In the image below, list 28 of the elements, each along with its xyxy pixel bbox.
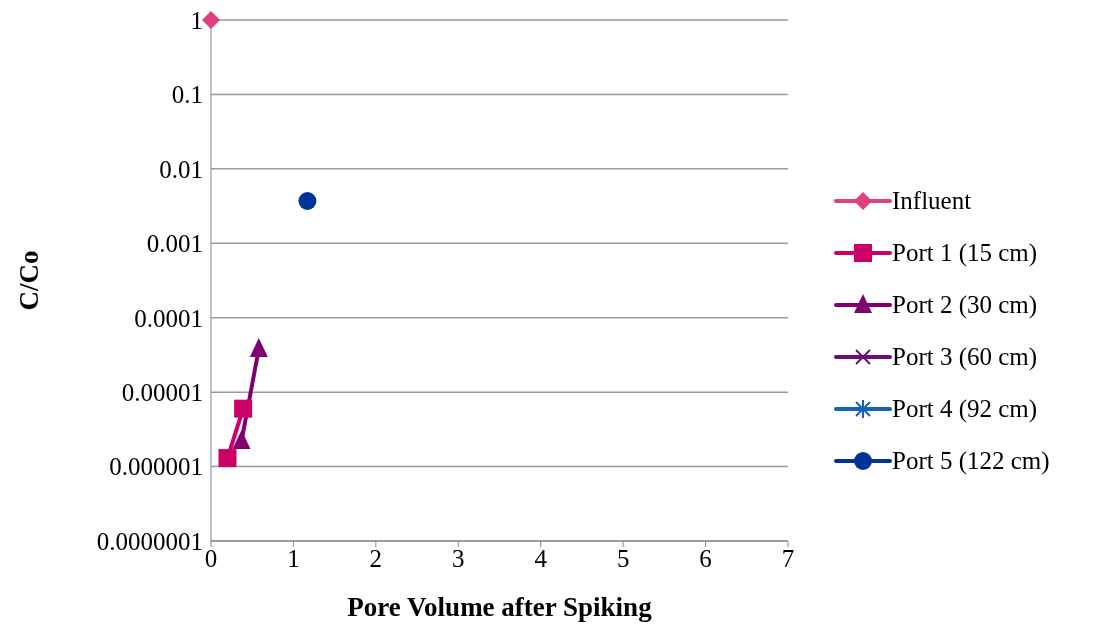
x-tick-label: 1 [287, 544, 300, 572]
legend-label: Port 1 (15 cm) [892, 239, 1038, 267]
point [202, 11, 220, 29]
y-tick-label: 1 [190, 6, 203, 34]
x-axis-title: Pore Volume after Spiking [347, 592, 653, 622]
y-tick-label: 0.01 [159, 155, 203, 183]
legend-label: Port 4 (92 cm) [892, 395, 1038, 423]
legend-label: Port 2 (30 cm) [892, 291, 1038, 319]
x-tick-label: 5 [616, 544, 630, 572]
x-tick-label: 4 [534, 544, 548, 572]
y-tick-label: 0.000001 [109, 453, 203, 481]
legend-label: Port 5 (122 cm) [892, 447, 1050, 475]
x-tick-label: 6 [699, 544, 712, 572]
y-tick-label: 0.001 [146, 230, 203, 258]
x-tick-label: 7 [781, 544, 795, 572]
x-tick-label: 3 [452, 544, 465, 572]
x-tick-label: 2 [369, 544, 383, 572]
point [298, 192, 317, 210]
y-tick-label: 0.1 [171, 81, 203, 109]
x-tick-label: 0 [204, 544, 218, 572]
legend-label: Influent [892, 187, 972, 215]
y-tick-label: 0.0000001 [96, 527, 203, 555]
y-axis-title: C/Co [13, 250, 44, 311]
legend-label: Port 3 (60 cm) [892, 343, 1038, 371]
y-tick-label: 0.0001 [134, 304, 203, 332]
point [218, 449, 237, 468]
point [234, 399, 253, 418]
y-tick-label: 0.00001 [121, 379, 203, 407]
